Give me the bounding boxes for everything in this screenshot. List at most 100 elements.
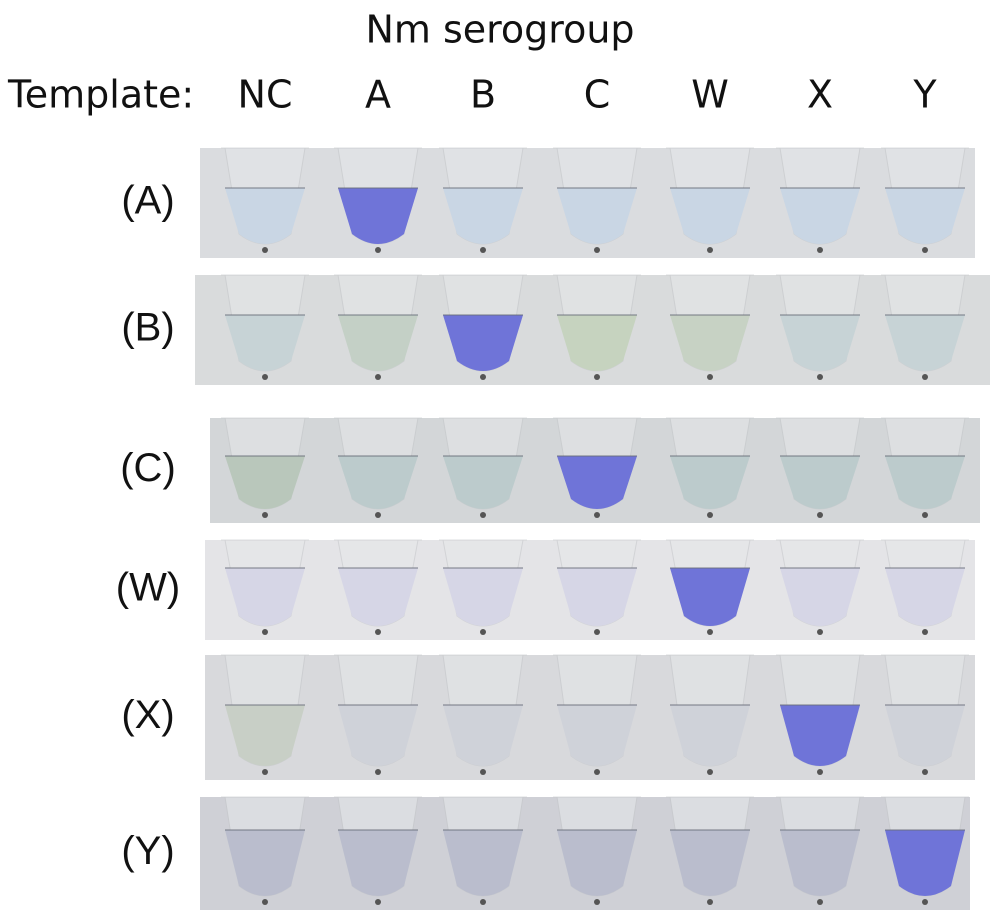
liquid — [670, 705, 750, 766]
column-label: C — [584, 73, 611, 117]
tube-tip — [594, 247, 600, 253]
liquid — [780, 188, 860, 244]
liquid — [338, 456, 418, 509]
tube-tip — [817, 374, 823, 380]
tube-tip — [707, 512, 713, 518]
column-label: W — [691, 73, 729, 117]
row-label: (C) — [120, 446, 176, 490]
liquid — [780, 315, 860, 371]
liquid — [557, 315, 637, 371]
row-label: (Y) — [121, 829, 174, 873]
tube-tip — [922, 629, 928, 635]
liquid — [780, 705, 860, 766]
tube-tip — [594, 769, 600, 775]
liquid — [443, 830, 523, 896]
liquid — [557, 456, 637, 509]
title: Nm serogroup — [365, 8, 634, 52]
tube-tip — [707, 769, 713, 775]
tube-tip — [480, 629, 486, 635]
liquid — [338, 315, 418, 371]
liquid — [338, 830, 418, 896]
tube-tip — [594, 629, 600, 635]
liquid — [225, 188, 305, 244]
liquid — [338, 188, 418, 244]
template-label: Template: — [7, 73, 194, 117]
tube-tip — [262, 374, 268, 380]
liquid — [225, 456, 305, 509]
row-label: (W) — [116, 566, 180, 610]
tube-tip — [375, 512, 381, 518]
tube-tip — [817, 512, 823, 518]
tube-tip — [594, 374, 600, 380]
column-label: B — [470, 73, 496, 117]
row-label: (A) — [121, 179, 174, 223]
liquid — [557, 188, 637, 244]
column-label: Y — [912, 73, 937, 117]
liquid — [557, 568, 637, 626]
liquid — [670, 188, 750, 244]
liquid — [225, 568, 305, 626]
liquid — [885, 456, 965, 509]
liquid — [443, 456, 523, 509]
liquid — [670, 830, 750, 896]
tube-tip — [480, 247, 486, 253]
tube-tip — [594, 899, 600, 905]
tube-tip — [817, 769, 823, 775]
tube-tip — [707, 629, 713, 635]
tube-tip — [707, 899, 713, 905]
tube-tip — [922, 512, 928, 518]
liquid — [670, 456, 750, 509]
tube-tip — [817, 899, 823, 905]
tube-tip — [707, 374, 713, 380]
tube-tip — [922, 374, 928, 380]
liquid — [557, 830, 637, 896]
tube-tip — [922, 769, 928, 775]
row-label: (B) — [121, 306, 174, 350]
tube-tip — [480, 899, 486, 905]
tube-tip — [375, 374, 381, 380]
liquid — [225, 315, 305, 371]
column-label: NC — [238, 73, 293, 117]
liquid — [443, 315, 523, 371]
liquid — [885, 315, 965, 371]
tube-tip — [707, 247, 713, 253]
tube-tip — [375, 769, 381, 775]
tube-tip — [375, 899, 381, 905]
liquid — [225, 830, 305, 896]
liquid — [780, 568, 860, 626]
tube-tip — [262, 512, 268, 518]
tube-tip — [817, 629, 823, 635]
liquid — [225, 705, 305, 766]
liquid — [780, 830, 860, 896]
liquid — [338, 568, 418, 626]
tube-tip — [262, 899, 268, 905]
liquid — [443, 705, 523, 766]
tube-tip — [375, 247, 381, 253]
row-label: (X) — [121, 693, 174, 737]
tube-tip — [922, 247, 928, 253]
tube-tip — [480, 512, 486, 518]
liquid — [670, 315, 750, 371]
tube-tip — [922, 899, 928, 905]
tube-tip — [375, 629, 381, 635]
liquid — [443, 568, 523, 626]
tube-tip — [262, 629, 268, 635]
tube-tip — [262, 247, 268, 253]
tube-tip — [594, 512, 600, 518]
tube-tip — [480, 374, 486, 380]
liquid — [780, 456, 860, 509]
liquid — [338, 705, 418, 766]
column-label: A — [365, 73, 391, 117]
liquid — [885, 830, 965, 896]
tube-tip — [480, 769, 486, 775]
liquid — [557, 705, 637, 766]
liquid — [885, 568, 965, 626]
column-label: X — [807, 73, 833, 117]
tube-tip — [262, 769, 268, 775]
liquid — [443, 188, 523, 244]
liquid — [670, 568, 750, 626]
liquid — [885, 188, 965, 244]
liquid — [885, 705, 965, 766]
tube-tip — [817, 247, 823, 253]
